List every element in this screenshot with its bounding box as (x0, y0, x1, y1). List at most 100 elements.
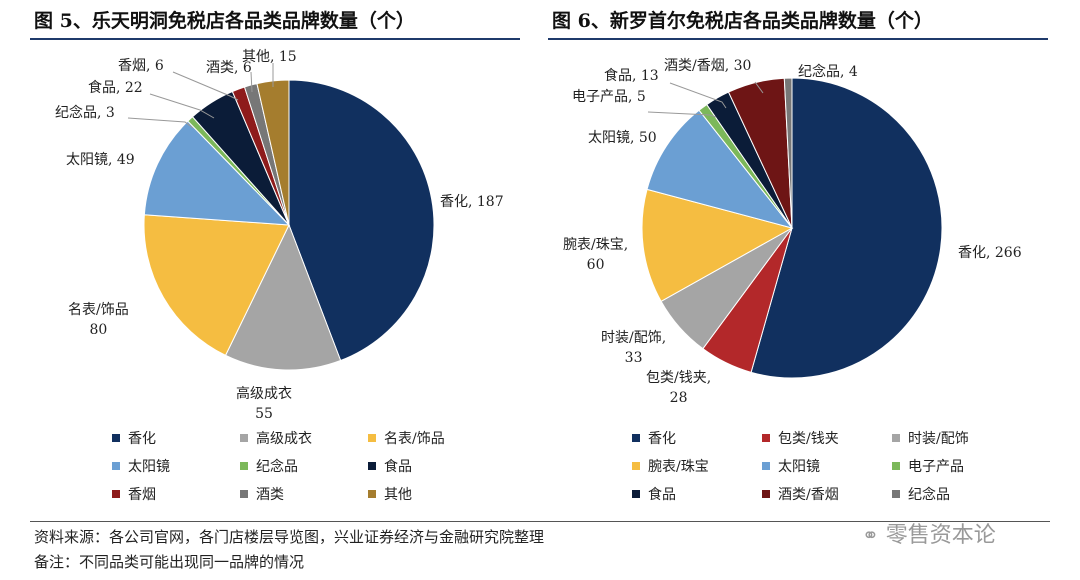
legend-label: 香化 (648, 431, 676, 447)
data-label: 太阳镜, 50 (588, 130, 657, 146)
legend-item: 纪念品 (892, 484, 950, 504)
data-label: 纪念品, 3 (55, 105, 115, 121)
pie-slice-香化 (750, 77, 943, 379)
pie-slice-腕表/珠宝 (641, 188, 794, 303)
data-label: 名表/饰品 80 (68, 302, 129, 338)
legend-swatch (632, 490, 640, 498)
legend-swatch (112, 490, 120, 498)
legend-label: 香烟 (128, 487, 156, 503)
pie-slice-纪念品 (783, 77, 793, 229)
pie-slice-太阳镜 (646, 109, 794, 229)
legend-item: 电子产品 (892, 456, 964, 476)
data-label: 太阳镜, 49 (66, 152, 135, 168)
pie-slice-香化 (288, 79, 435, 362)
legend-item: 酒类 (240, 484, 284, 504)
pie-right (641, 77, 943, 379)
leader-line (754, 81, 764, 94)
leader-line (669, 82, 727, 109)
legend-swatch (892, 462, 900, 470)
data-label: 其他, 15 (242, 49, 297, 65)
legend-label: 香化 (128, 431, 156, 447)
legend-item: 香化 (112, 428, 156, 448)
legend-label: 电子产品 (908, 459, 964, 475)
remark-note: 备注：不同品类可能出现同一品牌的情况 (34, 553, 305, 571)
legend-swatch (892, 434, 900, 442)
leader-lines (127, 63, 764, 129)
legend-item: 太阳镜 (762, 456, 820, 476)
legend-swatch (368, 462, 376, 470)
source-note: 资料来源：各公司官网，各门店楼层导览图，兴业证券经济与金融研究院整理 (34, 528, 545, 546)
data-label: 纪念品, 4 (798, 64, 858, 80)
legend-item: 太阳镜 (112, 456, 170, 476)
legend-item: 时装/配饰 (892, 428, 969, 448)
legend-item: 香化 (632, 428, 676, 448)
data-label: 腕表/珠宝, 60 (563, 237, 629, 273)
legend-swatch (368, 490, 376, 498)
legend-label: 时装/配饰 (908, 431, 969, 447)
legend-label: 名表/饰品 (384, 431, 445, 447)
watermark-text: 零售资本论 (885, 523, 996, 548)
legend-item: 酒类/香烟 (762, 484, 839, 504)
legend-label: 酒类 (256, 487, 284, 503)
legend-label: 太阳镜 (778, 459, 820, 475)
legend-item: 包类/钱夹 (762, 428, 839, 448)
legend-label: 腕表/珠宝 (648, 459, 709, 475)
pie-left (143, 79, 435, 371)
data-label: 电子产品, 5 (572, 89, 646, 105)
chart-title-right: 图 6、新罗首尔免税店各品类品牌数量（个） (552, 10, 933, 32)
pie-slice-名表/饰品 (143, 214, 290, 357)
legend-item: 其他 (368, 484, 412, 504)
data-label: 食品, 22 (88, 80, 143, 96)
data-label: 时装/配饰, 33 (601, 330, 667, 366)
footer-divider (30, 521, 1050, 522)
legend-swatch (762, 490, 770, 498)
data-label: 食品, 13 (604, 68, 659, 84)
data-label: 酒类/香烟, 30 (664, 58, 752, 74)
data-label: 高级成衣 55 (236, 386, 292, 422)
data-label: 香烟, 6 (118, 58, 164, 74)
legend-item: 名表/饰品 (368, 428, 445, 448)
legend-swatch (240, 434, 248, 442)
legend-label: 纪念品 (256, 459, 298, 475)
legend-label: 食品 (648, 487, 676, 503)
legend-label: 酒类/香烟 (778, 487, 839, 503)
legend-item: 高级成衣 (240, 428, 312, 448)
leader-line (250, 71, 253, 93)
legend-label: 包类/钱夹 (778, 431, 839, 447)
legend-swatch (892, 490, 900, 498)
legend-item: 纪念品 (240, 456, 298, 476)
wechat-icon: ⚭ (862, 523, 879, 547)
title-rule-right (548, 38, 1048, 40)
data-label: 包类/钱夹, 28 (646, 370, 712, 406)
data-label: 香化, 266 (958, 245, 1022, 261)
legend-swatch (632, 462, 640, 470)
leader-line (172, 71, 239, 101)
leader-line (149, 93, 215, 119)
legend-label: 其他 (384, 487, 412, 503)
leader-line (127, 117, 194, 129)
legend-swatch (240, 490, 248, 498)
legend-swatch (762, 434, 770, 442)
legend-swatch (112, 462, 120, 470)
chart-title-left: 图 5、乐天明洞免税店各品类品牌数量（个） (34, 10, 415, 32)
watermark: ⚭ 零售资本论 (862, 517, 996, 549)
legend-swatch (762, 462, 770, 470)
legend-label: 食品 (384, 459, 412, 475)
legend-item: 食品 (632, 484, 676, 504)
legend-item: 食品 (368, 456, 412, 476)
legend-item: 香烟 (112, 484, 156, 504)
leader-line (647, 111, 717, 118)
legend-label: 纪念品 (908, 487, 950, 503)
data-label: 香化, 187 (440, 194, 504, 210)
legend-swatch (240, 462, 248, 470)
pie-slice-太阳镜 (143, 120, 291, 226)
legend-item: 腕表/珠宝 (632, 456, 709, 476)
data-label: 酒类, 6 (206, 60, 252, 76)
legend-label: 高级成衣 (256, 431, 312, 447)
pie-slice-高级成衣 (224, 223, 342, 371)
legend-swatch (632, 434, 640, 442)
legend-swatch (368, 434, 376, 442)
title-rule-left (30, 38, 520, 40)
